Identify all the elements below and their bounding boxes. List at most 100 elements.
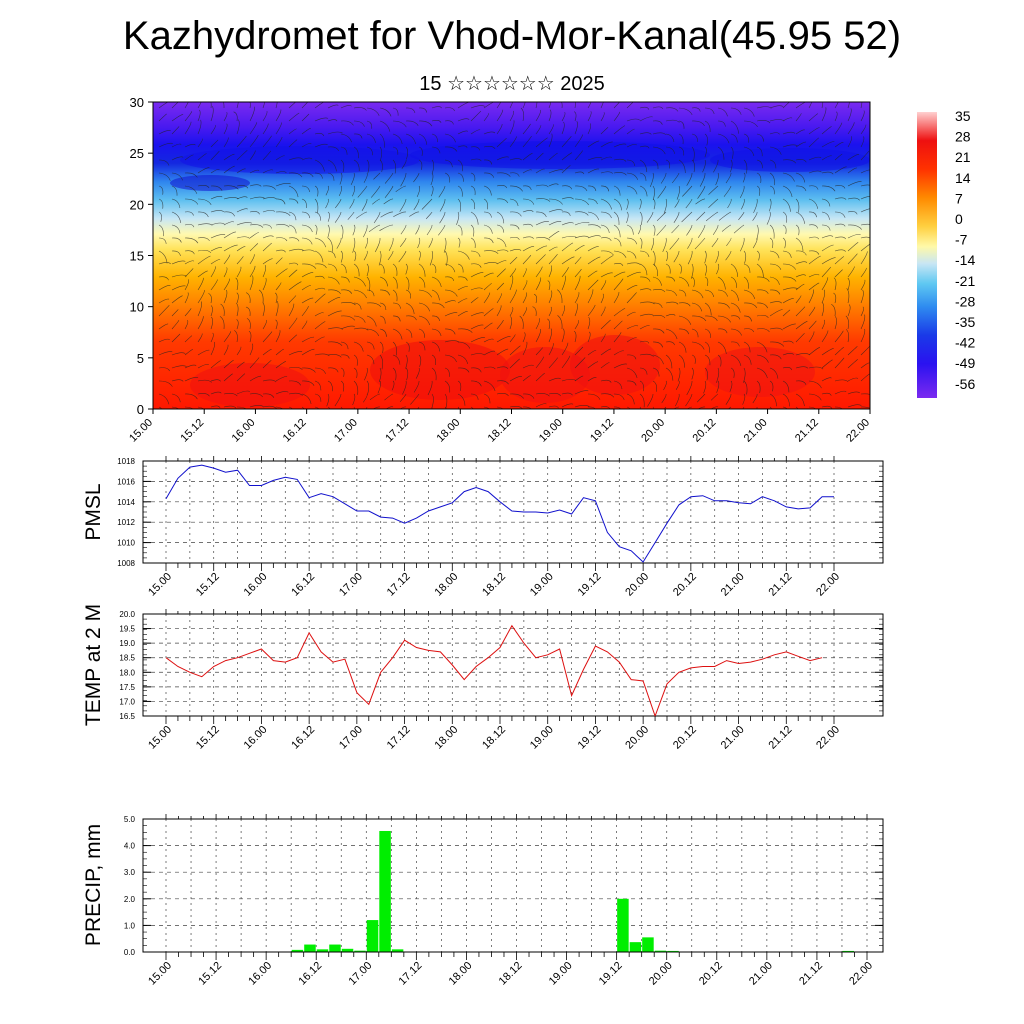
wind-streamline — [210, 341, 215, 356]
wind-streamline — [288, 366, 303, 370]
wind-streamline — [723, 185, 732, 197]
wind-streamline — [470, 146, 481, 151]
wind-streamline — [681, 211, 693, 223]
wind-streamline — [275, 257, 283, 265]
wind-streamline — [702, 159, 706, 173]
wind-streamline — [399, 237, 407, 247]
wind-streamline — [384, 172, 394, 184]
wind-streamline — [262, 277, 267, 291]
wind-streamline — [730, 302, 741, 313]
wind-streamline — [600, 348, 612, 356]
wind-streamline — [361, 198, 368, 211]
wind-streamline — [387, 250, 394, 261]
wind-streamline — [561, 152, 573, 161]
wind-streamline — [444, 120, 454, 125]
wind-streamline — [405, 367, 409, 381]
wind-streamline — [613, 278, 624, 291]
wind-streamline — [236, 406, 247, 409]
wind-streamline — [652, 185, 655, 200]
wind-streamline — [236, 346, 242, 356]
wind-streamline — [301, 128, 311, 135]
wind-streamline — [548, 265, 553, 278]
wind-streamline — [795, 172, 806, 183]
wind-streamline — [548, 221, 562, 226]
precip-bar — [667, 950, 679, 952]
wind-streamline — [301, 285, 312, 291]
wind-streamline — [223, 331, 232, 343]
precip-y-tick-label: 2.0 — [124, 895, 136, 904]
pmsl-series-line — [165, 464, 834, 563]
wind-streamline — [363, 172, 368, 183]
wind-streamline — [470, 380, 482, 387]
wind-streamline — [697, 224, 706, 238]
wind-streamline — [509, 110, 514, 122]
wind-streamline — [782, 298, 794, 304]
wind-streamline — [697, 406, 706, 409]
wind-streamline — [704, 250, 707, 264]
wind-streamline — [587, 211, 599, 221]
wind-streamline — [262, 209, 275, 213]
wind-streamline — [756, 146, 763, 157]
wind-streamline — [600, 255, 614, 265]
wind-streamline — [197, 109, 201, 122]
wind-streamline — [470, 129, 481, 135]
wind-streamline — [496, 102, 502, 109]
wind-streamline — [833, 292, 837, 304]
wind-streamline — [457, 328, 473, 333]
wind-streamline — [676, 185, 680, 200]
wind-streamline — [405, 146, 409, 160]
wind-streamline — [808, 137, 819, 148]
wind-streamline — [860, 150, 870, 161]
precip-bars — [291, 830, 854, 952]
wind-streamline — [470, 172, 476, 182]
wind-streamline — [262, 111, 268, 122]
wind-streamline — [431, 354, 436, 366]
wind-streamline — [220, 303, 225, 317]
wind-streamline — [405, 276, 410, 290]
precip-y-tick-label: 4.0 — [124, 842, 136, 851]
wind-streamline — [834, 256, 845, 265]
wind-streamline — [782, 211, 788, 223]
wind-streamline — [561, 136, 572, 148]
wind-streamline — [834, 269, 843, 278]
wind-streamline — [834, 185, 846, 189]
precip-y-tick-label: 5.0 — [124, 815, 136, 824]
wind-streamline — [782, 323, 796, 330]
wind-streamline — [639, 250, 650, 257]
wind-streamline — [860, 406, 870, 409]
wind-streamline — [678, 302, 691, 307]
wind-streamline — [325, 185, 329, 196]
wind-streamline — [587, 331, 591, 343]
wind-streamline — [600, 237, 612, 242]
wind-streamline — [301, 336, 315, 343]
wind-streamline — [699, 172, 706, 187]
wind-streamline — [158, 298, 170, 304]
wind-streamline — [548, 124, 554, 135]
wind-streamline — [378, 250, 382, 266]
wind-streamline — [392, 107, 399, 116]
wind-streamline — [470, 393, 479, 400]
wind-streamline — [384, 185, 394, 198]
wind-streamline — [626, 271, 641, 278]
wind-streamline — [483, 224, 493, 234]
wind-streamline — [730, 133, 738, 143]
wind-streamline — [808, 127, 820, 135]
precip-x-tick-label: 17.12 — [397, 960, 425, 988]
wind-streamline — [626, 211, 629, 224]
wind-streamline — [756, 328, 770, 333]
wind-streamline — [496, 335, 511, 343]
precip-bar — [617, 898, 629, 952]
wind-streamline — [687, 237, 693, 249]
wind-streamline — [834, 390, 847, 395]
wind-streamline — [444, 172, 451, 183]
wind-streamline — [522, 393, 535, 399]
wind-streamline — [600, 185, 610, 192]
wind-streamline — [738, 211, 745, 221]
wind-streamline — [379, 276, 388, 287]
wind-streamline — [301, 272, 314, 278]
wind-streamline — [808, 289, 814, 304]
wind-streamline — [288, 317, 298, 330]
wind-streamline — [301, 142, 312, 148]
wind-streamline — [262, 360, 272, 369]
